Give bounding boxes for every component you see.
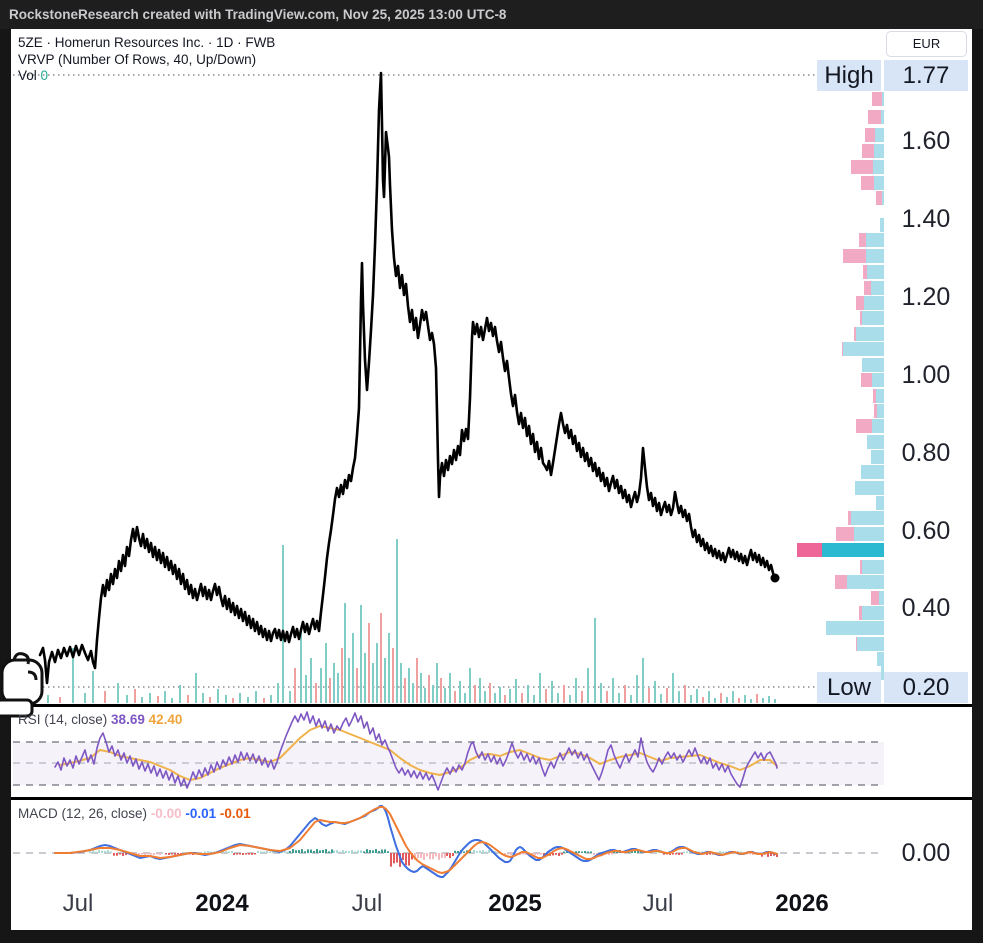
price-tick-0.60: 0.60 xyxy=(901,517,951,545)
rsi-value: 38.69 xyxy=(111,712,145,727)
low-value-badge: 0.20 xyxy=(884,672,968,703)
price-tick-0.40: 0.40 xyxy=(901,594,951,622)
chart-background xyxy=(11,29,972,930)
macd-line-value: -0.01 xyxy=(185,806,217,821)
price-tick-1.20: 1.20 xyxy=(901,283,951,311)
volume-value: 0 xyxy=(40,68,49,83)
price-tick-1.00: 1.00 xyxy=(901,361,951,389)
high-value-badge: 1.77 xyxy=(884,60,968,91)
time-tick-Jul[interactable]: Jul xyxy=(351,890,383,917)
pane-separator-main-rsi[interactable] xyxy=(11,704,972,707)
time-tick-Jul[interactable]: Jul xyxy=(642,890,674,917)
time-tick-2025[interactable]: 2025 xyxy=(488,890,542,917)
rsi-legend[interactable]: RSI (14, close) 38.69 42.40 xyxy=(18,712,182,727)
currency-button[interactable]: EUR xyxy=(886,31,967,57)
macd-title[interactable]: MACD (12, 26, close) xyxy=(18,806,148,821)
rsi-title[interactable]: RSI (14, close) xyxy=(18,712,108,727)
watermark-text: RockstoneResearch created with TradingVi… xyxy=(9,7,507,22)
volume-label: Vol xyxy=(18,68,37,83)
vrvp-legend[interactable]: VRVP (Number Of Rows, 40, Up/Down) xyxy=(18,52,256,67)
price-tick-0.80: 0.80 xyxy=(901,439,951,467)
pane-separator-rsi-macd[interactable] xyxy=(11,797,972,800)
symbol-legend[interactable]: 5ZE · Homerun Resources Inc. · 1D · FWB xyxy=(18,35,275,50)
macd-signal-value: -0.01 xyxy=(219,806,251,821)
price-tick-1.60: 1.60 xyxy=(901,127,951,155)
rsi-ma-value: 42.40 xyxy=(148,712,183,727)
macd-legend[interactable]: MACD (12, 26, close) -0.00 -0.01 -0.01 xyxy=(18,806,251,821)
symbol-title[interactable]: 5ZE · Homerun Resources Inc. · 1D · FWB xyxy=(18,35,276,50)
time-tick-2024[interactable]: 2024 xyxy=(195,890,249,917)
low-label-badge: Low xyxy=(817,672,881,703)
time-tick-2026[interactable]: 2026 xyxy=(775,890,829,917)
watermark-banner: RockstoneResearch created with TradingVi… xyxy=(0,0,983,29)
high-label-badge: High xyxy=(817,60,881,91)
macd-hist-value: -0.00 xyxy=(150,806,182,821)
price-tick-1.40: 1.40 xyxy=(901,205,951,233)
volume-legend[interactable]: Vol 0 xyxy=(18,68,48,83)
macd-zero-tick: 0.00 xyxy=(901,839,951,867)
time-tick-Jul[interactable]: Jul xyxy=(62,890,94,917)
vrvp-title[interactable]: VRVP (Number Of Rows, 40, Up/Down) xyxy=(18,52,257,67)
